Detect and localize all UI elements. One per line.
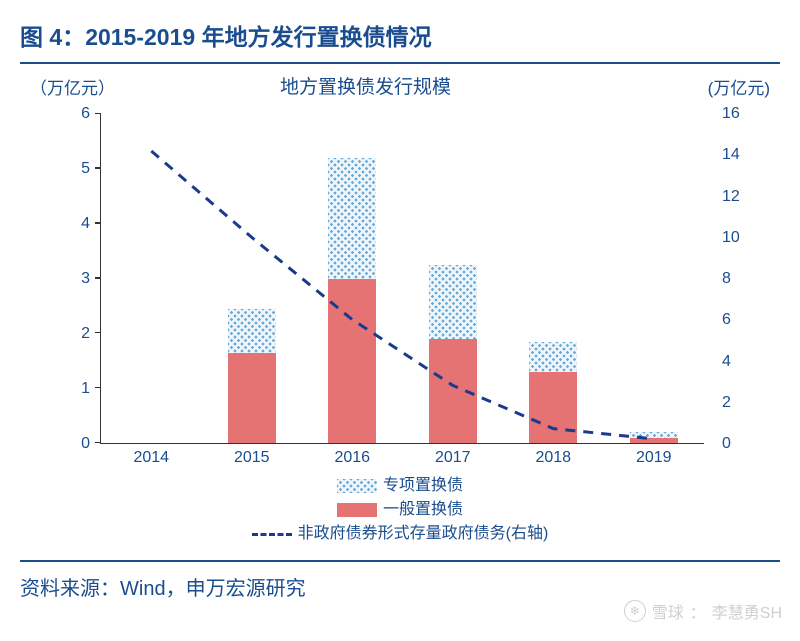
y-right-tick-label: 10 <box>722 229 740 247</box>
plot-region: 201420152016201720182019 <box>100 114 704 444</box>
watermark-colon: ： <box>690 599 706 623</box>
y-right-tick-label: 14 <box>722 146 740 164</box>
y-right-tick-label: 12 <box>722 188 740 206</box>
y-right-axis-title: (万亿元) <box>708 74 770 99</box>
watermark: ❄ 雪球 ： 李慧勇SH <box>624 599 782 623</box>
legend-label-special: 专项置换债 <box>383 474 463 498</box>
legend-label-line: 非政府债券形式存量政府债务(右轴) <box>298 522 549 546</box>
watermark-brand: 雪球 <box>652 599 684 623</box>
y-right-labels: 0246810121416 <box>714 114 780 444</box>
y-left-tick <box>95 387 101 389</box>
y-right-tick-label: 16 <box>722 105 740 123</box>
x-category-label: 2016 <box>307 449 397 467</box>
y-left-tick-label: 4 <box>81 215 90 233</box>
watermark-author: 李慧勇SH <box>712 599 782 623</box>
figure-number: 图 4： <box>20 24 85 50</box>
y-left-labels: 0123456 <box>20 114 90 444</box>
snowball-icon: ❄ <box>624 600 646 622</box>
x-category-label: 2018 <box>508 449 598 467</box>
y-right-tick-label: 8 <box>722 270 731 288</box>
legend: 专项置换债 一般置换债 非政府债券形式存量政府债务(右轴) <box>170 474 630 546</box>
line-layer <box>101 114 704 443</box>
legend-label-general: 一般置换债 <box>383 498 463 522</box>
legend-swatch-line <box>252 533 292 536</box>
y-left-axis-title: （万亿元） <box>30 74 115 99</box>
axis-titles: （万亿元） 地方置换债发行规模 (万亿元) <box>0 72 800 100</box>
title-divider <box>20 62 780 64</box>
y-right-tick-label: 0 <box>722 435 731 453</box>
y-left-tick-label: 3 <box>81 270 90 288</box>
y-left-tick <box>95 332 101 334</box>
y-left-tick-label: 6 <box>81 105 90 123</box>
y-left-tick <box>95 277 101 279</box>
figure-title-text: 2015-2019 年地方发行置换债情况 <box>85 24 431 50</box>
y-left-tick-label: 1 <box>81 380 90 398</box>
x-category-label: 2019 <box>609 449 699 467</box>
x-category-label: 2014 <box>106 449 196 467</box>
x-category-label: 2017 <box>408 449 498 467</box>
chart-area: 0123456 0246810121416 201420152016201720… <box>20 104 780 474</box>
source-text: 资料来源：Wind，申万宏源研究 <box>0 562 800 601</box>
figure-title: 图 4：2015-2019 年地方发行置换债情况 <box>0 0 800 62</box>
x-category-label: 2015 <box>207 449 297 467</box>
y-left-tick-label: 2 <box>81 325 90 343</box>
chart-title: 地方置换债发行规模 <box>280 72 451 99</box>
legend-swatch-special <box>337 479 377 493</box>
legend-swatch-general <box>337 503 377 517</box>
y-right-tick-label: 6 <box>722 311 731 329</box>
y-left-tick <box>95 167 101 169</box>
y-left-tick <box>95 113 101 115</box>
y-right-tick-label: 4 <box>722 353 731 371</box>
y-left-tick-label: 5 <box>81 160 90 178</box>
y-left-tick-label: 0 <box>81 435 90 453</box>
y-right-tick-label: 2 <box>722 394 731 412</box>
y-left-tick <box>95 442 101 444</box>
trend-line <box>151 151 654 439</box>
y-left-tick <box>95 222 101 224</box>
